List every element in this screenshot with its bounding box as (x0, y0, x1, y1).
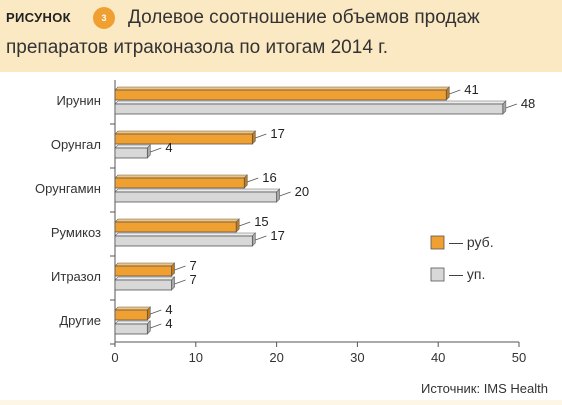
data-label: 16 (262, 170, 276, 185)
category-label: Орунгамин (35, 181, 101, 196)
bar-top-face (114, 218, 240, 223)
bar-top-face (114, 306, 152, 311)
bar-top-face (114, 276, 176, 281)
data-label-leader (150, 309, 162, 315)
bar (114, 323, 148, 335)
legend-label: — руб. (449, 234, 494, 250)
category-label: Орунгал (51, 137, 101, 152)
bar-top-face (114, 86, 451, 91)
data-label-leader (255, 235, 267, 241)
category-label: Румикоз (51, 225, 101, 240)
data-label-leader (150, 323, 162, 329)
data-label: 48 (521, 96, 535, 111)
bar-top-face (114, 130, 257, 135)
bar-chart: 0 10 20 30 40 50 Ирунин 41 48 Орунгал 17 4 Орунгамин… (35, 80, 535, 365)
data-label-leader (247, 177, 259, 183)
bar (114, 177, 245, 189)
bar (114, 265, 172, 277)
data-label: 17 (270, 126, 284, 141)
category-label: Другие (59, 313, 101, 328)
bar (114, 133, 253, 145)
x-tick-label: 20 (269, 350, 283, 365)
chart-area: 0 10 20 30 40 50 Ирунин 41 48 Орунгал 17 4 Орунгамин… (0, 72, 562, 400)
bar-top-face (114, 144, 152, 149)
bar (114, 235, 253, 247)
bar-top-face (114, 174, 249, 179)
data-label-leader (174, 279, 186, 285)
x-tick-label: 40 (431, 350, 445, 365)
data-label: 41 (464, 82, 478, 97)
bar (114, 147, 148, 159)
bar-top-face (114, 262, 176, 267)
data-label-leader (255, 133, 267, 139)
legend-label: — уп. (449, 266, 485, 282)
data-label: 7 (190, 258, 197, 273)
data-label-leader (449, 89, 461, 95)
x-tick-label: 50 (512, 350, 526, 365)
bar (114, 103, 504, 115)
legend-swatch (430, 267, 445, 282)
bar-top-face (114, 320, 152, 325)
data-label: 20 (295, 184, 309, 199)
data-label: 4 (165, 140, 172, 155)
source-note: Источник: IMS Health (420, 381, 548, 396)
chart-title-line2: препаратов итраконазола по итогам 2014 г… (6, 37, 389, 58)
data-label-leader (239, 221, 251, 227)
x-tick-label: 10 (189, 350, 203, 365)
bar (114, 89, 447, 101)
x-tick-label: 30 (350, 350, 364, 365)
figure-number-badge: 3 (93, 7, 115, 29)
bar (114, 191, 278, 203)
bar-top-face (114, 232, 257, 237)
bar (114, 279, 172, 291)
data-label-leader (174, 265, 186, 271)
chart-title-line1: Долевое соотношение объемов продаж (128, 7, 480, 28)
bar (114, 221, 237, 233)
bar-top-face (114, 100, 507, 105)
data-label: 4 (165, 302, 172, 317)
category-label: Ирунин (56, 93, 101, 108)
data-label: 15 (254, 214, 268, 229)
category-label: Итразол (51, 269, 101, 284)
data-label: 7 (190, 272, 197, 287)
data-label-leader (505, 103, 517, 109)
bar-top-face (114, 188, 281, 193)
data-label: 17 (270, 228, 284, 243)
bar (114, 309, 148, 321)
legend-swatch (430, 235, 445, 250)
figure-header: РИСУНОК 3 Долевое соотношение объемов пр… (0, 0, 562, 72)
data-label-leader (279, 191, 291, 197)
data-label-leader (150, 147, 162, 153)
figure-label: РИСУНОК (6, 10, 71, 25)
data-label: 4 (165, 316, 172, 331)
x-tick-label: 0 (111, 350, 118, 365)
